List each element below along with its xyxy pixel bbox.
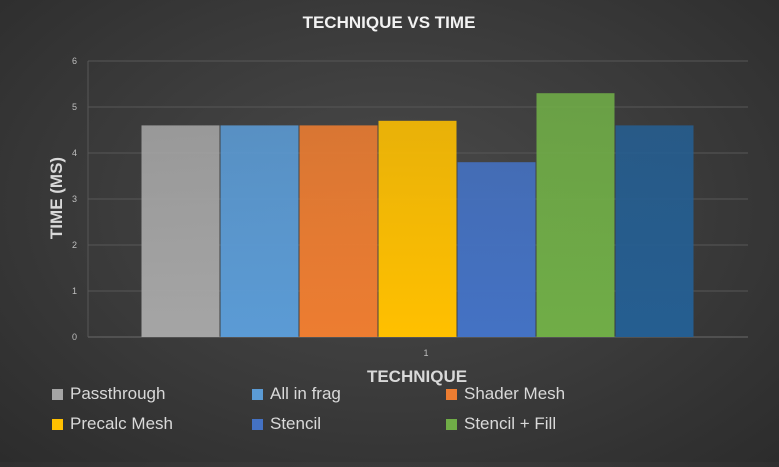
legend-swatch: [446, 418, 457, 430]
legend-item: Stencil + Fill: [446, 414, 646, 434]
x-ticks: 1: [423, 348, 428, 358]
legend-item: All in frag: [252, 384, 446, 404]
legend-item: Shader Mesh: [446, 384, 646, 404]
legend-item: Passthrough: [52, 384, 252, 404]
x-axis-label: TECHNIQUE: [367, 367, 467, 386]
bar-precalc-mesh: [378, 120, 457, 337]
legend-label: All in frag: [270, 384, 341, 403]
legend-label: Passthrough: [70, 384, 166, 403]
y-tick-label: 2: [72, 240, 77, 250]
legend-swatch: [252, 418, 263, 430]
bar-passthrough: [141, 125, 220, 338]
y-tick-label: 1: [72, 286, 77, 296]
legend-label: Shader Mesh: [464, 384, 566, 403]
y-tick-label: 3: [72, 194, 77, 204]
legend-swatch: [52, 388, 63, 400]
bar-series-7: [615, 125, 694, 338]
y-tick-label: 0: [72, 332, 77, 342]
legend-swatch: [446, 388, 457, 400]
y-ticks: 0 1 2 3 4 5 6: [72, 56, 77, 342]
bar-shader-mesh: [299, 125, 378, 338]
legend-label: Stencil + Fill: [464, 414, 557, 433]
y-tick-label: 4: [72, 148, 77, 158]
legend-label: Precalc Mesh: [70, 414, 173, 433]
y-tick-label: 6: [72, 56, 77, 66]
x-tick-label: 1: [423, 348, 428, 358]
legend-item: Precalc Mesh: [52, 414, 252, 434]
legend: Passthrough All in frag Shader Mesh Precalc…: [52, 384, 652, 434]
bars: [141, 93, 694, 338]
bar-stencil-fill: [536, 93, 615, 337]
legend-swatch: [52, 418, 63, 430]
y-tick-label: 5: [72, 102, 77, 112]
y-axis-label: TIME (MS): [47, 157, 66, 239]
legend-label: Stencil: [270, 414, 322, 433]
legend-item: Stencil: [252, 414, 446, 434]
legend-swatch: [252, 388, 263, 400]
bar-all-in-frag: [220, 125, 299, 338]
bar-stencil: [457, 162, 536, 337]
chart-title: TECHNIQUE VS TIME: [303, 13, 476, 32]
